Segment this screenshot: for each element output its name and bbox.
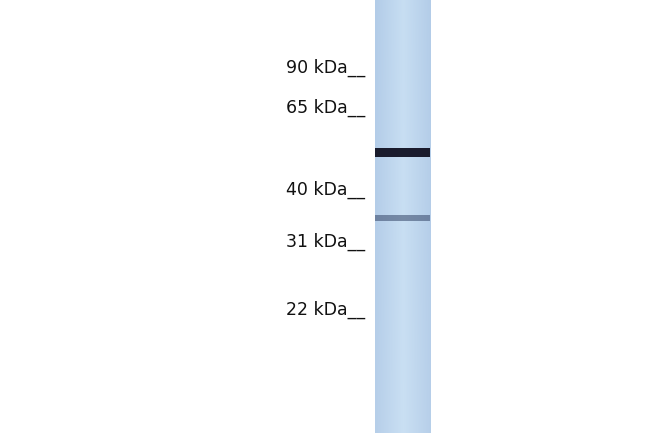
- Text: 65 kDa__: 65 kDa__: [286, 99, 365, 117]
- Text: 22 kDa__: 22 kDa__: [286, 301, 365, 319]
- Text: 40 kDa__: 40 kDa__: [286, 181, 365, 199]
- Text: 31 kDa__: 31 kDa__: [286, 233, 365, 251]
- Text: 90 kDa__: 90 kDa__: [286, 59, 365, 77]
- Bar: [375, 215, 430, 221]
- Bar: [375, 148, 430, 156]
